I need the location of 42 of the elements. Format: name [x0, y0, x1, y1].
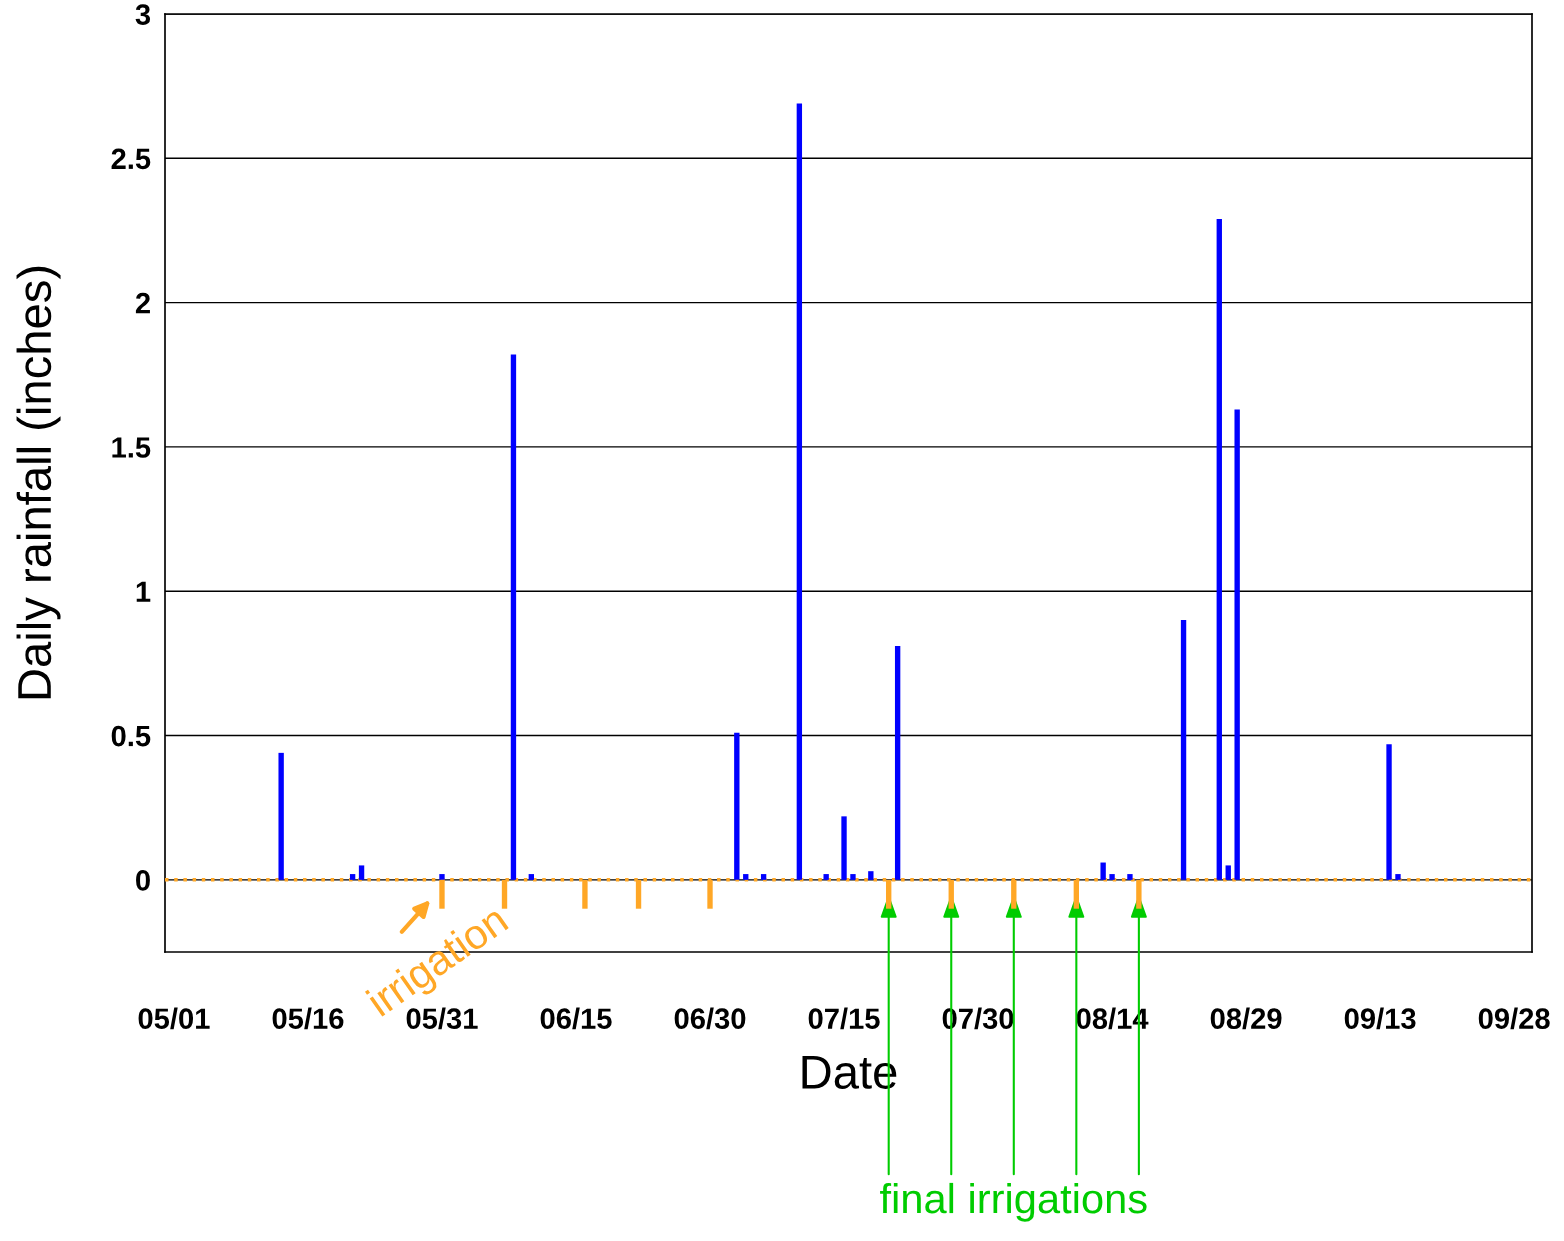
- y-tick-label: 3: [135, 4, 151, 25]
- x-tick-label: 06/30: [674, 1007, 746, 1030]
- bar: [439, 879, 445, 909]
- x-tick-label: 05/16: [272, 1007, 344, 1030]
- bar: [734, 732, 740, 880]
- bar: [439, 874, 445, 880]
- bar: [278, 752, 284, 880]
- bar: [841, 816, 847, 880]
- bar: [1180, 620, 1187, 880]
- x-tick-label: 06/15: [540, 1007, 612, 1030]
- annotation: final irrigations: [880, 1182, 1147, 1222]
- x-tick-label: 05/01: [138, 1007, 210, 1030]
- y-tick-label: 1: [136, 581, 151, 602]
- bar: [868, 871, 874, 880]
- bar: [850, 874, 856, 880]
- x-tick-label: 09/13: [1344, 1007, 1416, 1030]
- bar: [796, 103, 803, 880]
- x-tick-label: 09/28: [1478, 1007, 1550, 1030]
- bar: [1225, 865, 1231, 880]
- bar: [510, 354, 517, 880]
- bar: [823, 874, 829, 880]
- bar: [1109, 874, 1115, 880]
- bar: [1100, 862, 1106, 880]
- bar: [349, 874, 356, 880]
- bar: [743, 874, 749, 880]
- y-tick-label: 1.5: [112, 437, 151, 458]
- y-tick-label: 0: [136, 870, 150, 891]
- bar: [760, 874, 767, 880]
- x-tick-label: 07/15: [808, 1007, 880, 1030]
- y-tick-label: 2: [135, 292, 150, 314]
- x-tick-label: 08/29: [1210, 1007, 1282, 1030]
- bar: [894, 646, 901, 880]
- bar: [1216, 218, 1222, 880]
- bar: [1395, 874, 1401, 880]
- y-axis-title: Daily rainfall (inches): [16, 266, 61, 699]
- bar: [528, 874, 534, 880]
- bar: [1234, 409, 1240, 880]
- bar: [358, 865, 365, 880]
- bar: [1127, 874, 1133, 880]
- bar: [1386, 744, 1392, 880]
- y-tick-label: 2.5: [111, 148, 151, 170]
- y-tick-label: 0.5: [111, 725, 151, 747]
